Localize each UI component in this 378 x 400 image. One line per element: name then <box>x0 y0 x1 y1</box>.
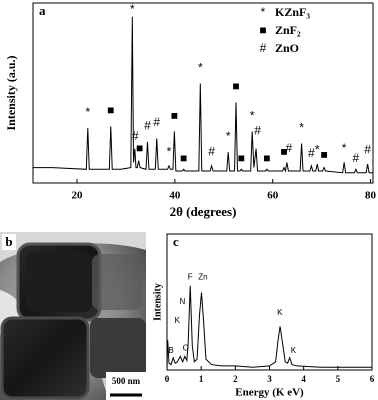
peak-marker: ■ <box>280 144 287 158</box>
peak-marker: ■ <box>180 151 187 165</box>
legend-label: ZnF₂ <box>275 23 301 37</box>
x-tick-label: 40 <box>169 190 181 202</box>
x-tick-label: 0 <box>165 374 170 384</box>
peak-marker: K <box>277 308 283 317</box>
peak-marker: F <box>188 273 193 282</box>
peak-marker: # <box>286 141 293 155</box>
peak-marker: ■ <box>232 79 239 93</box>
peak-marker: # <box>132 129 139 143</box>
peak-marker: B <box>168 346 173 355</box>
x-tick-label: 5 <box>336 374 341 384</box>
peak-marker: ■ <box>136 141 143 155</box>
peak-marker: # <box>254 124 261 138</box>
legend-label: KZnF₃ <box>275 5 310 19</box>
legend-symbol: ■ <box>259 23 266 37</box>
peak-marker: # <box>353 151 360 165</box>
peak-marker: * <box>299 120 304 134</box>
peak-marker: ■ <box>171 108 178 122</box>
peak-marker: * <box>130 2 135 16</box>
curve <box>166 285 372 371</box>
peak-marker: K <box>291 346 297 355</box>
x-axis-title: Energy (K eV) <box>235 387 304 399</box>
peak-marker: # <box>364 143 371 157</box>
peak-marker: * <box>315 143 320 157</box>
peak-marker: ■ <box>263 151 270 165</box>
peak-marker: # <box>308 146 315 160</box>
legend-symbol: # <box>260 41 267 55</box>
peak-marker: * <box>250 108 255 122</box>
peak-marker: N <box>179 297 185 306</box>
x-tick-label: 80 <box>365 190 377 202</box>
peak-marker: * <box>342 141 347 155</box>
peak-marker: ■ <box>238 151 245 165</box>
panel-label: a <box>39 3 46 18</box>
legend-label: ZnO <box>275 41 299 55</box>
panel-label: b <box>5 234 12 249</box>
peak-marker: ■ <box>320 148 327 162</box>
peak-marker: * <box>226 129 231 143</box>
tem-image: b 500 nm <box>0 232 146 400</box>
x-tick-label: 6 <box>370 374 375 384</box>
x-tick-label: 1 <box>199 374 204 384</box>
x-axis-title: 2θ (degrees) <box>170 204 237 219</box>
y-axis-title: Intensity (a.u.) <box>4 55 18 130</box>
peak-marker: # <box>208 144 215 158</box>
peak-marker: ■ <box>107 103 114 117</box>
x-tick-label: 20 <box>72 190 84 202</box>
peak-marker: # <box>153 115 160 129</box>
peak-marker: * <box>167 144 172 158</box>
x-tick-label: 60 <box>267 190 279 202</box>
panel-label: c <box>173 234 179 249</box>
peak-marker: K <box>175 316 181 325</box>
peak-marker: # <box>144 119 151 133</box>
plot-frame <box>32 2 374 184</box>
curve <box>33 16 373 174</box>
scale-bar-label: 500 nm <box>112 376 141 386</box>
y-axis-title: Intensity <box>152 283 163 321</box>
peak-marker: Zn <box>198 273 207 282</box>
peak-marker: * <box>85 105 90 119</box>
x-tick-label: 2 <box>233 374 238 384</box>
peak-marker: * <box>198 60 203 74</box>
legend-symbol: * <box>261 5 266 19</box>
peak-marker: O <box>183 343 189 352</box>
x-tick-label: 4 <box>301 374 306 384</box>
x-tick-label: 3 <box>267 374 272 384</box>
